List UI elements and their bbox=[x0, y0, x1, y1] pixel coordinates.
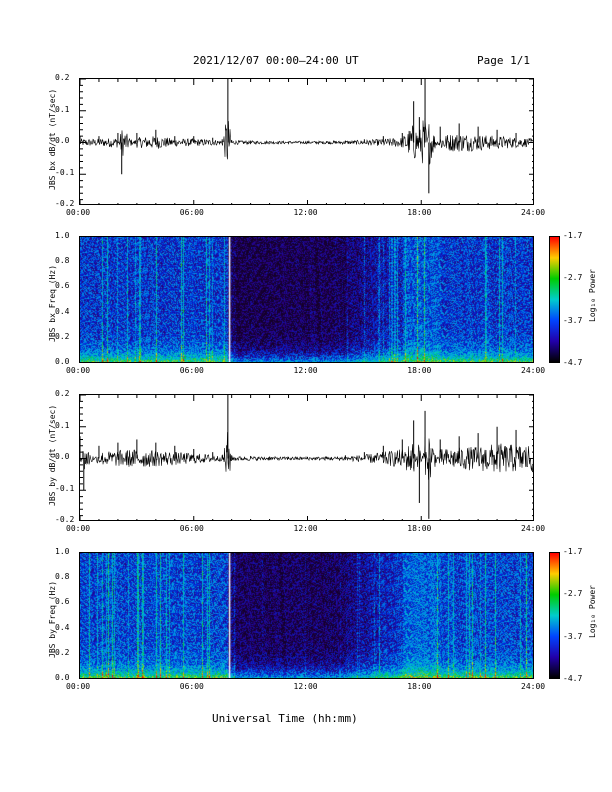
x-tick-label: 00:00 bbox=[66, 208, 91, 217]
y-tick-label: 0.6 bbox=[55, 281, 70, 291]
x-tick-label: 06:00 bbox=[179, 524, 204, 533]
colorbar-tick-label: -2.7 bbox=[563, 589, 583, 599]
colorbar-tick-label: -1.7 bbox=[563, 547, 583, 556]
colorbar-by-label: Log₁₀ Power bbox=[588, 585, 597, 638]
y-tick-label: 0.2 bbox=[55, 389, 70, 398]
y-tick-label: -0.2 bbox=[55, 199, 75, 208]
y-tick-label: 0.8 bbox=[55, 256, 70, 266]
bx-dbdt-svg bbox=[80, 79, 533, 204]
y-tick-label: 0.1 bbox=[55, 420, 70, 430]
y-tick-label: -0.2 bbox=[55, 515, 75, 524]
x-tick-label: 18:00 bbox=[407, 524, 432, 533]
x-tick-label: 24:00 bbox=[521, 682, 546, 691]
y-tick-label: 0.0 bbox=[55, 357, 70, 366]
by-dbdt-svg bbox=[80, 395, 533, 520]
colorbar-tick-label: -3.7 bbox=[563, 631, 583, 641]
waveform-series bbox=[80, 118, 533, 166]
x-tick-label: 12:00 bbox=[293, 524, 318, 533]
y-tick-label: 0.0 bbox=[55, 136, 70, 145]
axis-tick-marks bbox=[80, 79, 533, 204]
y-tick-label: 0.4 bbox=[55, 306, 70, 316]
y-tick-label: 0.2 bbox=[55, 73, 70, 82]
x-tick-label: 12:00 bbox=[293, 208, 318, 217]
y-tick-label: -0.1 bbox=[55, 167, 75, 177]
x-tick-label: 18:00 bbox=[407, 682, 432, 691]
y-tick-label: 1.0 bbox=[55, 547, 70, 556]
axis-tick-marks bbox=[80, 395, 533, 520]
x-axis-label: Universal Time (hh:mm) bbox=[212, 712, 358, 725]
by-spectrogram bbox=[79, 552, 534, 679]
colorbar-tick-label: -4.7 bbox=[563, 358, 583, 367]
y-tick-label: 0.2 bbox=[55, 647, 70, 657]
y-tick-label: 0.6 bbox=[55, 597, 70, 607]
x-tick-label: 18:00 bbox=[407, 208, 432, 217]
y-tick-label: 0.1 bbox=[55, 104, 70, 114]
y-tick-label: 0.0 bbox=[55, 452, 70, 461]
y-tick-label: 0.4 bbox=[55, 622, 70, 632]
colorbar-tick-label: -3.7 bbox=[563, 315, 583, 325]
colorbar-by bbox=[549, 552, 560, 679]
x-tick-label: 06:00 bbox=[179, 208, 204, 217]
x-tick-label: 24:00 bbox=[521, 208, 546, 217]
y-tick-label: 0.0 bbox=[55, 673, 70, 682]
x-tick-label: 12:00 bbox=[293, 366, 318, 375]
x-tick-label: 00:00 bbox=[66, 366, 91, 375]
x-tick-label: 24:00 bbox=[521, 366, 546, 375]
waveform-series bbox=[80, 432, 533, 480]
chart-title: 2021/12/07 00:00–24:00 UT bbox=[193, 54, 359, 67]
colorbar-tick-label: -2.7 bbox=[563, 273, 583, 283]
x-tick-label: 12:00 bbox=[293, 682, 318, 691]
y-tick-label: 1.0 bbox=[55, 231, 70, 240]
bx-dbdt-plot bbox=[79, 78, 534, 205]
by-dbdt-plot bbox=[79, 394, 534, 521]
bx-freq-ylabel: JBS bx Freq (Hz) bbox=[48, 264, 57, 342]
colorbar-tick-label: -1.7 bbox=[563, 231, 583, 240]
y-tick-label: 0.8 bbox=[55, 572, 70, 582]
colorbar-bx bbox=[549, 236, 560, 363]
y-tick-label: 0.2 bbox=[55, 331, 70, 341]
by-freq-ylabel: JBS by Freq (Hz) bbox=[48, 580, 57, 658]
x-tick-label: 00:00 bbox=[66, 524, 91, 533]
x-tick-label: 00:00 bbox=[66, 682, 91, 691]
y-tick-label: -0.1 bbox=[55, 483, 75, 493]
x-tick-label: 18:00 bbox=[407, 366, 432, 375]
bx-spectrogram bbox=[79, 236, 534, 363]
colorbar-bx-label: Log₁₀ Power bbox=[588, 269, 597, 322]
x-tick-label: 24:00 bbox=[521, 524, 546, 533]
x-tick-label: 06:00 bbox=[179, 682, 204, 691]
bx-spectrogram-canvas bbox=[80, 237, 533, 362]
page-indicator: Page 1/1 bbox=[477, 54, 530, 67]
by-spectrogram-canvas bbox=[80, 553, 533, 678]
colorbar-tick-label: -4.7 bbox=[563, 674, 583, 683]
x-tick-label: 06:00 bbox=[179, 366, 204, 375]
